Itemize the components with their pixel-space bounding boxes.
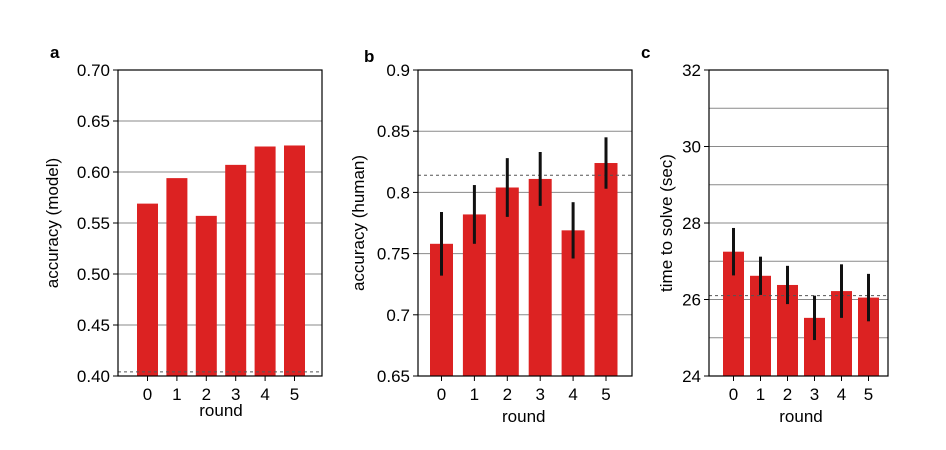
x-tick-label: 5 (601, 385, 610, 404)
y-tick-label: 30 (682, 138, 701, 157)
bar-round-0 (137, 203, 158, 376)
x-axis-label: round (779, 407, 822, 426)
chart-panel-b: 0.65 0.7 0.75 0.8 0.85 0.9 0 1 2 3 4 5 round accuracy… (349, 47, 633, 426)
y-tick-label: 26 (682, 291, 701, 310)
bar-round-3 (804, 317, 825, 376)
y-tick-label: 0.70 (77, 61, 110, 80)
bar-round-5 (594, 163, 618, 376)
x-tick-label: 5 (290, 385, 299, 404)
bar-round-5 (858, 297, 879, 376)
bar-round-2 (777, 284, 798, 376)
y-tick-label: 0.85 (377, 122, 410, 141)
x-tick-label: 1 (756, 385, 765, 404)
x-tick-label: 0 (729, 385, 738, 404)
x-tick-label: 3 (231, 385, 240, 404)
y-tick-label: 0.9 (386, 61, 410, 80)
bar-round-4 (254, 146, 276, 376)
bar-round-1 (166, 178, 188, 376)
x-tick-label: 4 (260, 385, 269, 404)
bar-round-0 (723, 251, 744, 376)
x-tick-label: 2 (783, 385, 792, 404)
plot-frame (417, 69, 633, 377)
x-axis-label: round (502, 407, 545, 426)
x-tick-label: 3 (810, 385, 819, 404)
x-tick-label: 1 (470, 385, 479, 404)
bar-round-3 (225, 164, 247, 376)
bar-round-1 (462, 214, 486, 376)
bar-round-4 (831, 291, 852, 376)
bar-round-0 (430, 243, 453, 376)
bar-round-2 (195, 215, 217, 376)
plot-frame (117, 69, 323, 377)
chart-panel-c: 24 26 28 30 32 0 1 2 3 4 5 round time to solve (sec)… (641, 43, 889, 426)
bar-round-5 (284, 145, 305, 376)
y-axis-label: time to solve (sec) (657, 154, 676, 292)
y-tick-label: 32 (682, 61, 701, 80)
x-tick-label: 0 (143, 385, 152, 404)
y-tick-label: 0.65 (77, 112, 110, 131)
x-tick-label: 2 (202, 385, 211, 404)
y-tick-label: 0.75 (377, 245, 410, 264)
x-tick-label: 4 (568, 385, 577, 404)
x-tick-label: 5 (864, 385, 873, 404)
y-axis-label: accuracy (human) (349, 155, 368, 291)
y-axis-label: accuracy (model) (43, 158, 62, 288)
y-tick-label: 0.40 (77, 367, 110, 386)
bar-round-4 (561, 230, 585, 376)
panel-label: b (364, 47, 374, 66)
y-tick-label: 0.65 (377, 367, 410, 386)
x-tick-label: 2 (503, 385, 512, 404)
x-tick-label: 0 (437, 385, 446, 404)
y-tick-label: 24 (682, 367, 701, 386)
y-tick-label: 0.60 (77, 163, 110, 182)
x-tick-label: 1 (172, 385, 181, 404)
y-tick-label: 0.50 (77, 265, 110, 284)
x-tick-label: 3 (535, 385, 544, 404)
bar-round-3 (528, 178, 552, 376)
y-tick-label: 0.7 (386, 306, 410, 325)
y-tick-label: 0.45 (77, 316, 110, 335)
y-tick-label: 28 (682, 214, 701, 233)
y-tick-label: 0.55 (77, 214, 110, 233)
panel-label: a (50, 43, 60, 62)
bar-round-1 (750, 275, 771, 376)
y-tick-label: 0.8 (386, 183, 410, 202)
bar-round-2 (495, 187, 519, 376)
panel-label: c (641, 43, 650, 62)
x-axis-label: round (199, 401, 242, 420)
x-tick-label: 4 (837, 385, 846, 404)
plot-frame (708, 69, 889, 377)
chart-panel-a: 0.40 0.45 0.50 0.55 0.60 0.65 0.70 0 1 2 3 4 5 round a… (43, 43, 323, 420)
